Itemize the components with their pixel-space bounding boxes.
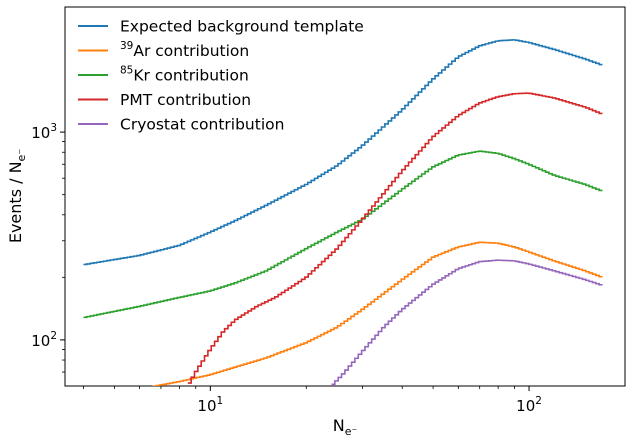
x-tick-label: 102: [516, 395, 542, 415]
x-tick-label: 101: [197, 395, 223, 415]
x-axis-label: Ne⁻: [333, 416, 358, 438]
legend-label-5: Cryostat contribution: [120, 116, 284, 134]
series-line-2: [152, 241, 603, 386]
series-layer: [83, 39, 603, 386]
legend-label-2: 39Ar contribution: [120, 40, 249, 60]
legend-label-3: 85Kr contribution: [120, 65, 249, 85]
y-tick-label: 103: [31, 122, 57, 142]
series-line-3: [83, 150, 603, 319]
series-line-4: [187, 92, 603, 384]
legend-label-4: PMT contribution: [120, 91, 251, 109]
y-tick-label: 102: [31, 330, 57, 350]
series-line-5: [331, 259, 603, 386]
legend: Expected background template 39Ar contrib…: [78, 18, 364, 134]
minor-ticks: [62, 141, 515, 389]
major-ticks: 101 102 102 103: [31, 122, 542, 415]
plot-frame: [64, 6, 626, 387]
series-line-1: [83, 39, 603, 266]
y-axis-label: Events / Ne⁻: [6, 149, 28, 243]
legend-label-1: Expected background template: [120, 18, 364, 36]
